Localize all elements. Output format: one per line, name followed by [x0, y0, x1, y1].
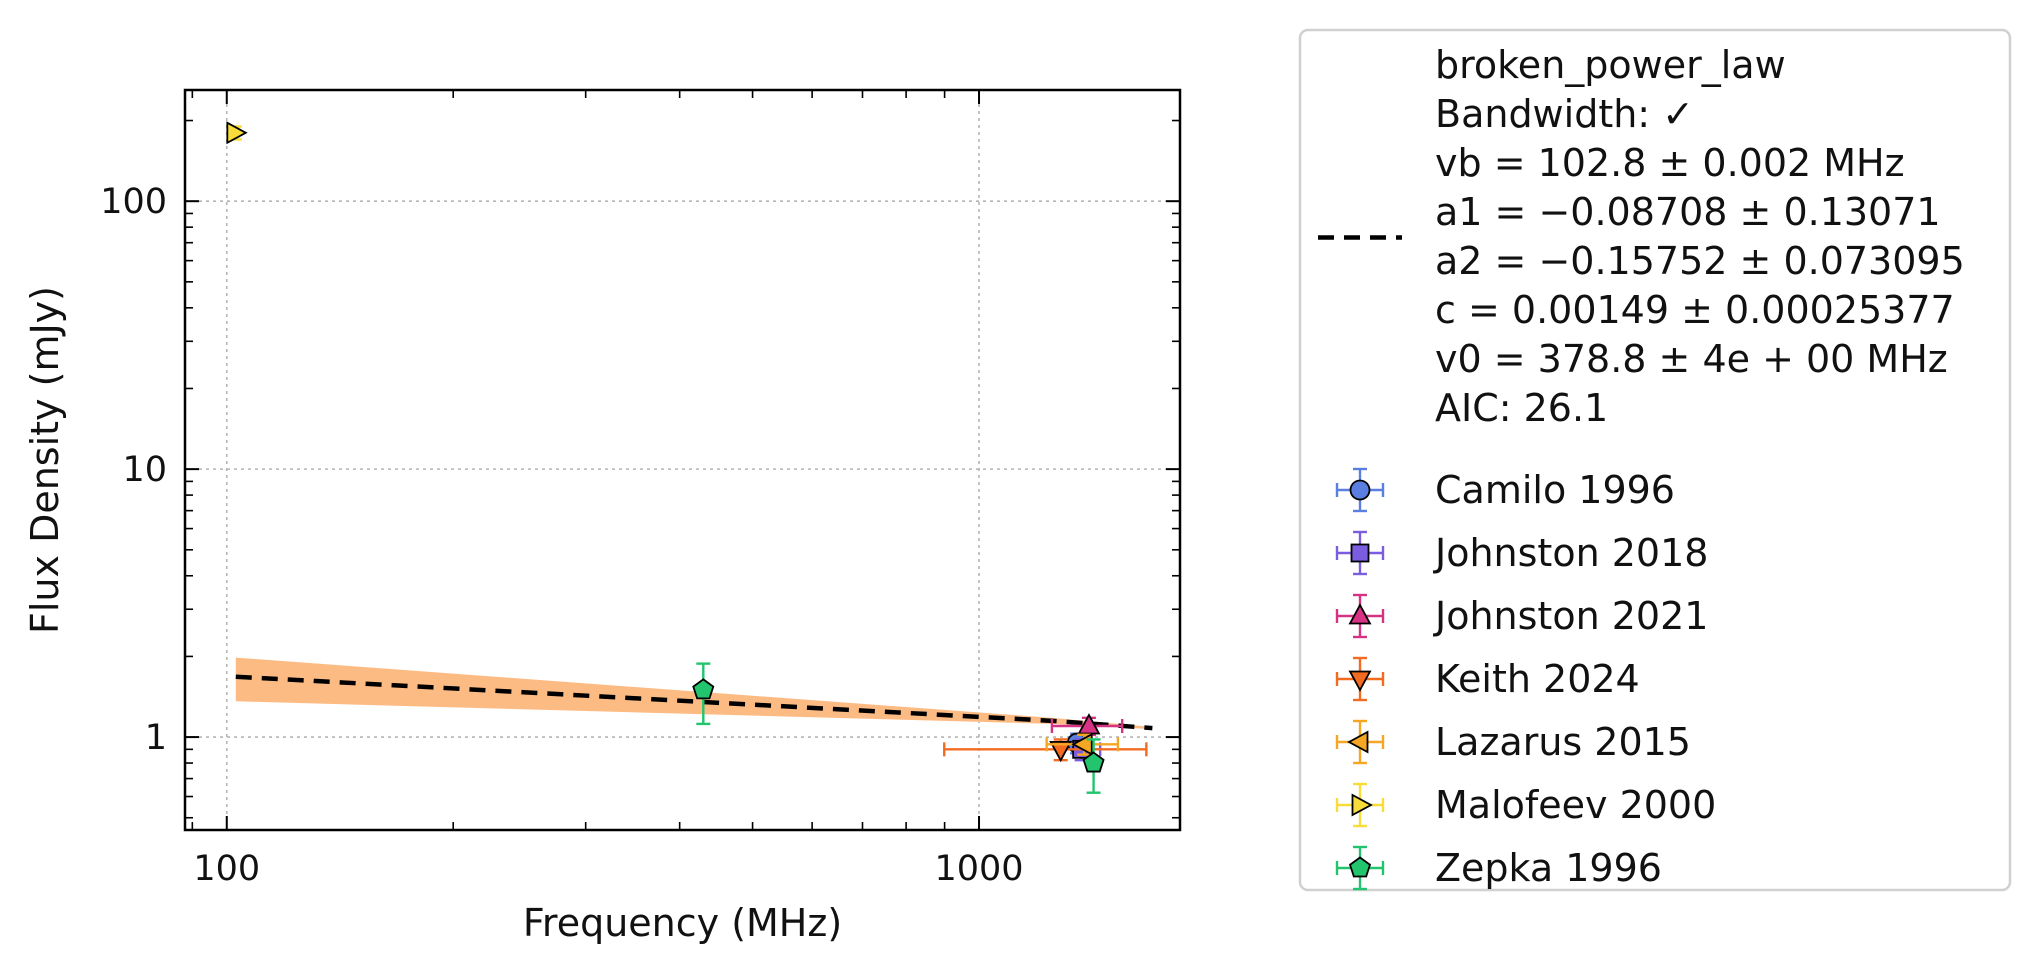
legend-label: Lazarus 2015	[1435, 720, 1691, 764]
legend-marker	[1347, 730, 1369, 754]
legend-label: Keith 2024	[1435, 657, 1640, 701]
legend-fit-text: Bandwidth: ✓	[1435, 92, 1694, 136]
legend-item: Malofeev 2000	[1335, 782, 1716, 828]
fit-uncertainty-band	[235, 657, 1153, 730]
y-axis-label: Flux Density (mJy)	[23, 286, 67, 634]
error-bars	[943, 738, 1148, 762]
legend-item: Lazarus 2015	[1335, 719, 1691, 765]
legend-label: Johnston 2021	[1433, 594, 1708, 638]
y-tick-label: 1	[145, 718, 167, 758]
legend-marker	[1351, 793, 1373, 817]
series-zepka-1996	[692, 662, 1105, 794]
legend-label: Johnston 2018	[1433, 531, 1708, 575]
legend-fit-text: a1 = −0.08708 ± 0.13071	[1435, 190, 1941, 234]
fit-band-area	[235, 657, 1153, 730]
grid-lines	[185, 90, 1180, 830]
legend-label: Camilo 1996	[1435, 468, 1675, 512]
legend-fit-text: a2 = −0.15752 ± 0.073095	[1435, 239, 1965, 283]
legend-item: Camilo 1996	[1335, 467, 1675, 513]
legend-marker	[1348, 670, 1372, 692]
series-johnston-2021	[1050, 713, 1124, 736]
legend-fit-text: vb = 102.8 ± 0.002 MHz	[1435, 141, 1905, 185]
legend-fit-text: v0 = 378.8 ± 4e + 00 MHz	[1435, 337, 1948, 381]
legend-label: Malofeev 2000	[1435, 783, 1716, 827]
legend-item: Zepka 1996	[1335, 845, 1662, 891]
data-point	[1077, 713, 1101, 735]
series-lazarus-2015	[1045, 732, 1120, 756]
y-tick-label: 10	[122, 450, 167, 490]
legend-marker	[1348, 603, 1372, 625]
x-tick-label: 1000	[934, 849, 1023, 889]
series-malofeev-2000	[226, 121, 248, 145]
series-keith-2024	[943, 738, 1148, 763]
data-point	[1082, 751, 1105, 773]
data-point	[692, 678, 715, 700]
legend-marker	[1350, 543, 1370, 563]
legend-item: Keith 2024	[1335, 656, 1640, 702]
x-tick-label: 100	[193, 849, 260, 889]
legend-item: Johnston 2018	[1335, 530, 1708, 576]
axis-ticks: 100 1000 1 10 100	[100, 90, 1180, 889]
y-tick-label: 100	[100, 182, 167, 222]
legend-box	[1298, 28, 2012, 892]
legend-marker	[1348, 856, 1372, 878]
legend-item: Johnston 2021	[1335, 593, 1708, 639]
data-points	[226, 121, 1148, 794]
data-point	[1049, 740, 1073, 763]
legend-label: Zepka 1996	[1435, 846, 1662, 890]
legend-fit-text: c = 0.00149 ± 0.00025377	[1435, 288, 1955, 332]
x-axis-label: Frequency (MHz)	[523, 901, 842, 945]
legend-fit-text: broken_power_law	[1435, 43, 1786, 87]
data-point	[226, 121, 248, 145]
legend: broken_power_law Bandwidth: ✓ vb = 102.8 ±…	[1298, 28, 2012, 892]
plot-frame	[183, 88, 1182, 832]
legend-fit-text: AIC: 26.1	[1435, 386, 1608, 430]
legend-marker	[1349, 479, 1371, 501]
